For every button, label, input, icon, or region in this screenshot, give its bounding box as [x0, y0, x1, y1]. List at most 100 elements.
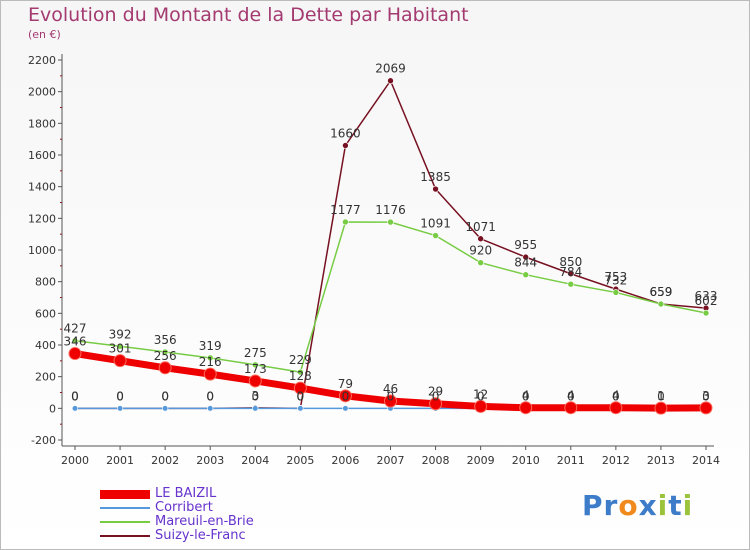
series-point-1: [297, 405, 304, 412]
y-tick-label: 2200: [28, 54, 56, 67]
series-point-1: [71, 405, 79, 412]
data-label-0: 173: [244, 362, 267, 376]
data-label-3: 955: [514, 238, 537, 252]
data-label-2: 602: [695, 294, 718, 308]
logo-letter: P: [582, 489, 604, 522]
data-label-1: 0: [477, 389, 485, 403]
legend-swatch: [100, 490, 150, 499]
x-tick-label: 2003: [196, 454, 224, 467]
x-tick-label: 2004: [241, 454, 269, 467]
x-tick-label: 2005: [286, 454, 314, 467]
series-point-3: [432, 185, 439, 193]
series-point-0: [293, 381, 307, 395]
series-point-3: [477, 235, 484, 243]
legend-label: Suizy-le-Franc: [155, 528, 246, 543]
x-tick-label: 2006: [331, 454, 359, 467]
series-point-2: [387, 218, 394, 226]
x-tick-label: 2009: [467, 454, 495, 467]
data-label-1: 0: [161, 389, 169, 403]
y-tick-label: -200: [31, 434, 56, 447]
series-point-0: [429, 397, 443, 411]
y-tick-label: 600: [35, 307, 56, 320]
series-point-2: [251, 361, 259, 369]
y-tick-label: 1000: [28, 244, 56, 257]
data-label-0: 79: [338, 377, 353, 391]
data-label-1: 0: [71, 389, 79, 403]
series-point-1: [342, 405, 349, 412]
data-label-3: 0: [297, 389, 305, 403]
legend-swatch: [100, 521, 150, 523]
series-point-2: [477, 259, 484, 266]
series-point-3: [567, 270, 575, 278]
data-label-0: 4: [612, 389, 620, 403]
series-point-0: [338, 389, 352, 403]
data-label-0: 1: [657, 389, 665, 403]
data-label-0: 3: [702, 389, 710, 403]
series-point-0: [248, 374, 262, 388]
data-label-0: 128: [289, 369, 312, 383]
data-label-3: 1385: [420, 170, 451, 184]
data-label-3: 2069: [375, 62, 406, 76]
x-tick-label: 2000: [61, 454, 89, 467]
data-label-2: 1177: [330, 203, 361, 217]
data-label-1: 0: [387, 389, 395, 403]
y-tick-label: 400: [35, 339, 56, 352]
data-label-3: 1071: [465, 220, 496, 234]
y-tick-label: 800: [35, 276, 56, 289]
series-point-3: [342, 142, 349, 149]
series-point-2: [297, 368, 304, 376]
y-tick-label: 200: [35, 371, 56, 384]
data-label-3: 0: [161, 389, 169, 403]
data-label-3: 1660: [330, 127, 361, 141]
series-point-1: [207, 405, 214, 412]
series-point-2: [432, 232, 439, 239]
data-label-1: 0: [702, 389, 710, 403]
data-label-3: 633: [695, 289, 718, 303]
data-label-1: 0: [522, 389, 530, 403]
series-point-0: [203, 367, 217, 381]
logo-letter: x: [638, 489, 658, 522]
data-label-3: 850: [559, 255, 582, 269]
series-point-3: [522, 253, 530, 261]
legend-label: Corribert: [155, 500, 213, 515]
series-point-1: [116, 405, 124, 412]
data-label-1: 0: [432, 389, 440, 403]
series-point-2: [657, 300, 665, 308]
chart-subtitle: (en €): [28, 28, 61, 41]
data-label-3: 0: [206, 389, 214, 403]
x-tick-label: 2014: [692, 454, 720, 467]
logo-letter: t: [668, 489, 683, 522]
data-label-3: 659: [649, 285, 672, 299]
y-tick-label: 2000: [28, 86, 56, 99]
data-label-0: 4: [522, 389, 530, 403]
series-point-0: [158, 361, 172, 375]
series-point-1: [252, 405, 259, 412]
data-label-0: 216: [199, 355, 222, 369]
y-tick-label: 1400: [28, 181, 56, 194]
y-tick-label: 1200: [28, 212, 56, 225]
series-point-2: [522, 271, 530, 279]
logo-letter: r: [603, 489, 619, 522]
data-label-1: 0: [116, 389, 124, 403]
series-point-2: [161, 348, 169, 356]
data-label-0: 12: [473, 387, 488, 401]
series-point-0: [609, 401, 623, 415]
data-label-0: 301: [109, 342, 132, 356]
y-tick-label: 1800: [28, 117, 56, 130]
x-tick-label: 2008: [422, 454, 450, 467]
series-point-0: [699, 401, 713, 415]
series-point-0: [384, 394, 397, 408]
x-tick-label: 2001: [106, 454, 134, 467]
logo-letter: i: [657, 489, 669, 522]
chart-title: Evolution du Montant de la Dette par Hab…: [28, 4, 469, 26]
x-tick-label: 2013: [647, 454, 675, 467]
data-label-3: 0: [116, 389, 124, 403]
data-label-2: 319: [199, 339, 222, 353]
data-label-2: 275: [244, 346, 267, 360]
series-point-2: [342, 218, 349, 226]
proxiti-logo: Proxiti: [582, 489, 693, 522]
data-label-3: 0: [71, 389, 79, 403]
data-label-2: 356: [154, 333, 177, 347]
series-point-2: [612, 289, 620, 296]
